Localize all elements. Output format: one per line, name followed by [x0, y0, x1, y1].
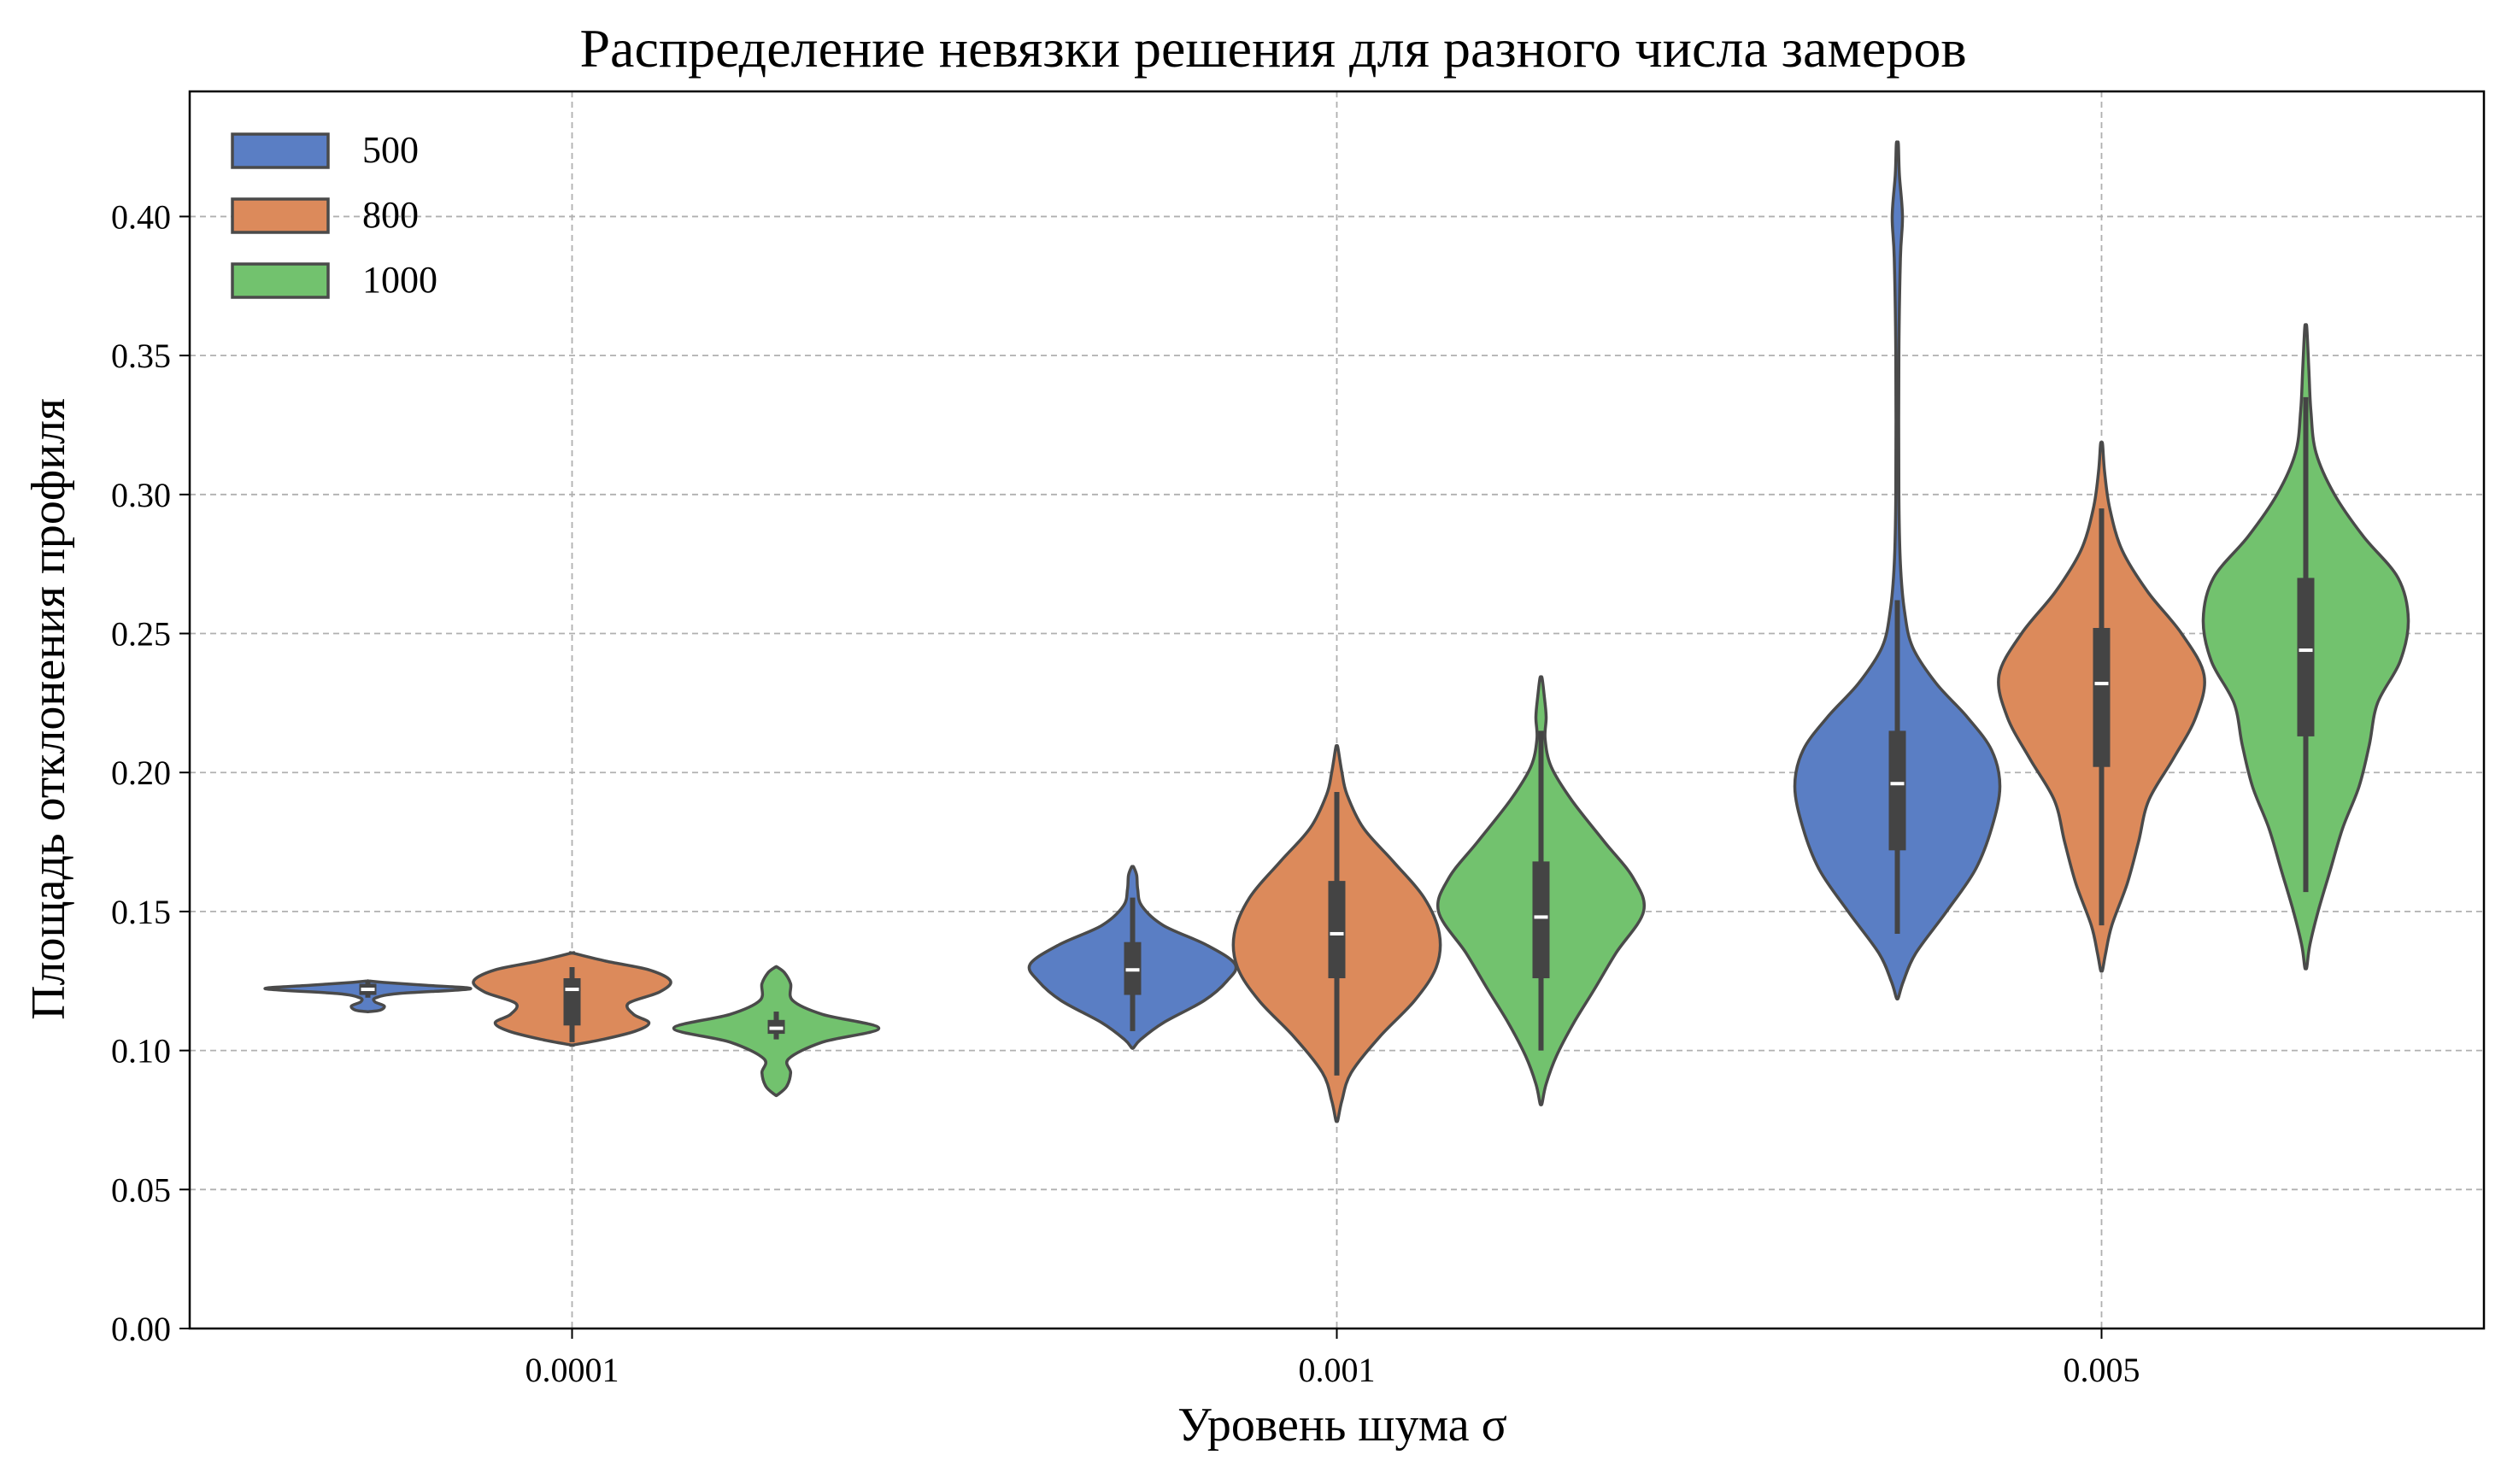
x-tick-label: 0.001: [1299, 1351, 1376, 1389]
violin-layer: [263, 140, 2410, 1123]
legend-swatch: [231, 262, 330, 299]
legend-swatch: [231, 132, 330, 169]
legend-label: 800: [362, 194, 419, 236]
y-tick-label: 0.20: [111, 754, 171, 792]
chart-title: Распределение невязки решения для разног…: [579, 18, 1966, 79]
violin-iqr-box: [1328, 881, 1346, 979]
legend-label: 500: [362, 129, 419, 171]
violin-body: [1793, 140, 2002, 1000]
y-tick-label: 0.25: [111, 615, 171, 654]
y-tick-label: 0.10: [111, 1032, 171, 1070]
y-tick-label: 0.40: [111, 197, 171, 236]
violin-iqr-box: [1888, 730, 1906, 851]
violin-iqr-box: [2297, 578, 2315, 736]
y-tick-label: 0.05: [111, 1170, 171, 1209]
legend-label: 1000: [362, 259, 437, 301]
legend-swatch: [231, 197, 330, 234]
violin-iqr-box: [1532, 861, 1550, 979]
legend: 500 800 1000: [231, 129, 437, 301]
y-tick-label: 0.35: [111, 337, 171, 375]
x-tick-label: 0.005: [2064, 1351, 2140, 1389]
axis-layer: 0.00 0.05 0.10 0.15 0.20 0.25 0.30 0.35 0.40 0.00…: [111, 90, 2486, 1389]
violin-iqr-box: [2093, 628, 2111, 767]
violin-iqr-box: [563, 978, 581, 1026]
x-axis-title: Уровень шума σ: [1177, 1399, 1507, 1452]
plot-frame: [188, 90, 2486, 1330]
y-tick-label: 0.30: [111, 476, 171, 514]
y-axis-title: Площадь отклонения профиля: [22, 398, 75, 1020]
y-tick-label: 0.00: [111, 1310, 171, 1348]
x-tick-label: 0.0001: [525, 1351, 619, 1389]
y-tick-label: 0.15: [111, 893, 171, 931]
